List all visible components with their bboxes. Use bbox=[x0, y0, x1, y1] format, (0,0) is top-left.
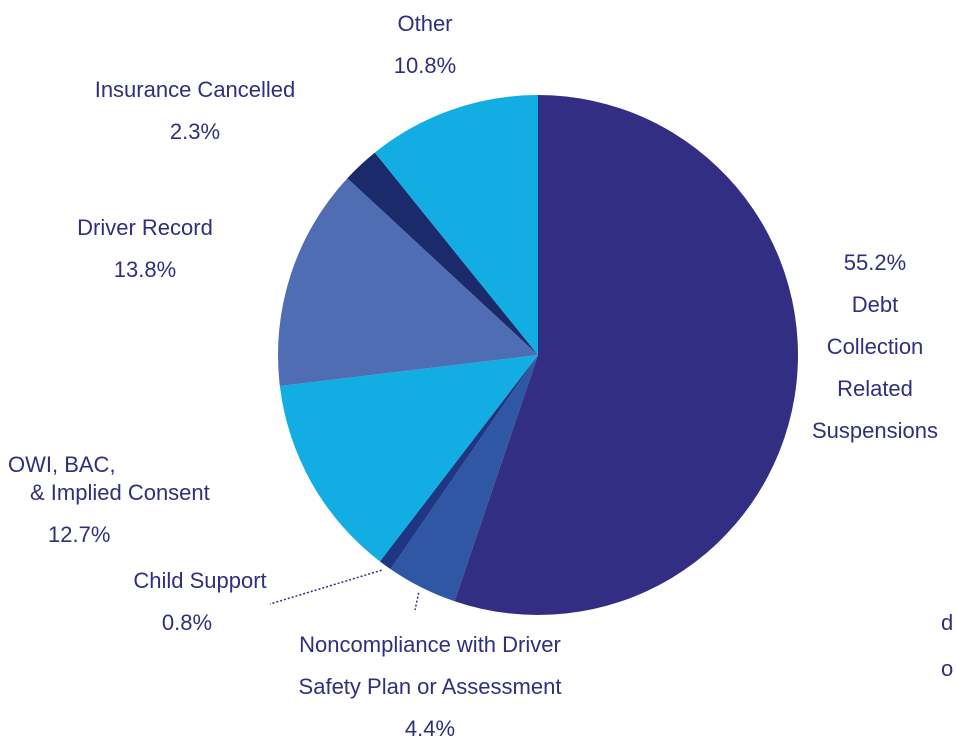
pct-debt-collection: 55.2% bbox=[843, 250, 907, 275]
pie-slice-child-support bbox=[379, 355, 538, 570]
pct-noncompliance: 4.4% bbox=[404, 716, 456, 741]
pie-slice-debt-collection bbox=[454, 95, 798, 615]
label-debt-collection-line3: Related bbox=[837, 376, 913, 401]
label-noncompliance-line1: Noncompliance with Driver bbox=[299, 632, 561, 657]
pct-insurance-cancelled: 2.3% bbox=[169, 119, 221, 144]
label-driver-record-line1: Driver Record bbox=[77, 215, 213, 240]
label-debt-collection: 55.2% Debt Collection Related Suspension… bbox=[800, 242, 950, 452]
label-owi-bac-line1: OWI, BAC, bbox=[8, 452, 116, 477]
label-owi-bac: OWI, BAC, & Implied Consent 12.7% bbox=[8, 444, 210, 556]
leader-line-noncompliance bbox=[414, 592, 420, 611]
pct-child-support: 0.8% bbox=[161, 610, 213, 635]
label-child-support-line1: Child Support bbox=[133, 568, 267, 593]
label-noncompliance: Noncompliance with Driver Safety Plan or… bbox=[250, 624, 610, 750]
label-child-support: Child Support 0.8% bbox=[100, 560, 300, 644]
label-debt-collection-line2: Collection bbox=[826, 334, 924, 359]
pie-slice-owi-bac bbox=[279, 355, 538, 562]
pie-slice-noncompliance bbox=[390, 355, 538, 602]
label-other-line1: Other bbox=[397, 11, 453, 36]
edge-fragment-d: d bbox=[941, 610, 954, 635]
label-other: Other 10.8% bbox=[350, 3, 500, 87]
leader-line-child-support bbox=[269, 569, 382, 605]
pct-other: 10.8% bbox=[393, 53, 457, 78]
pct-owi-bac: 12.7% bbox=[48, 522, 111, 547]
label-debt-collection-line4: Suspensions bbox=[812, 418, 938, 443]
label-driver-record: Driver Record 13.8% bbox=[40, 207, 250, 291]
label-insurance-cancelled: Insurance Cancelled 2.3% bbox=[60, 69, 330, 153]
label-noncompliance-line2: Safety Plan or Assessment bbox=[298, 674, 562, 699]
pie-slice-insurance-cancelled bbox=[347, 152, 538, 355]
pie-slice-other bbox=[374, 95, 538, 355]
pct-driver-record: 13.8% bbox=[113, 257, 177, 282]
pie-slice-driver-record bbox=[277, 178, 538, 386]
label-debt-collection-line1: Debt bbox=[851, 292, 899, 317]
label-insurance-cancelled-line1: Insurance Cancelled bbox=[94, 77, 296, 102]
label-owi-bac-line2: & Implied Consent bbox=[30, 480, 210, 505]
edge-fragment-o: o bbox=[941, 656, 954, 681]
